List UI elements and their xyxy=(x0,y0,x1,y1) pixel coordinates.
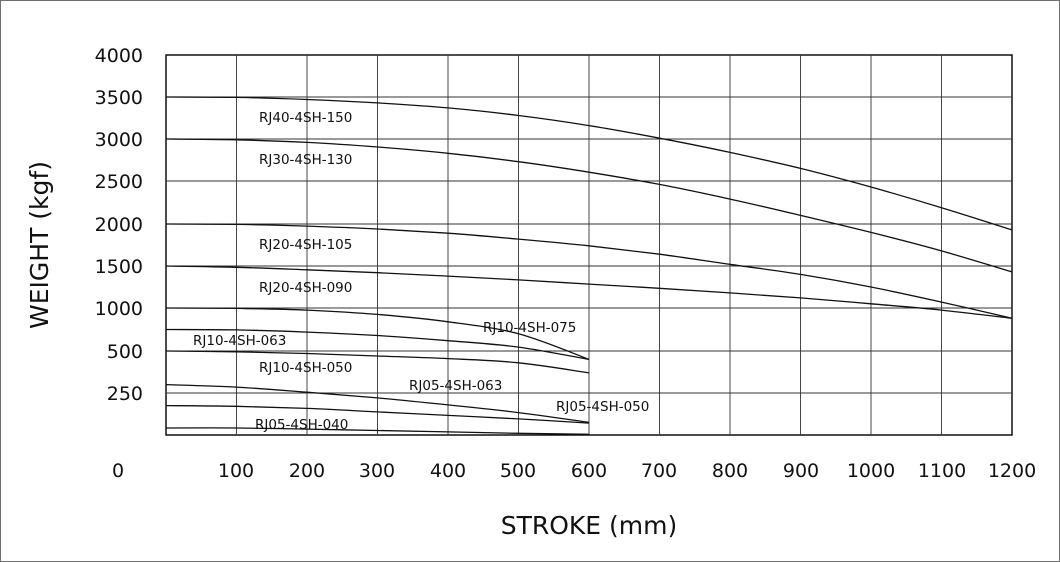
series-label: RJ05-4SH-050 xyxy=(556,399,649,415)
series-line xyxy=(165,427,590,435)
y-tick-label: 250 xyxy=(107,383,143,405)
x-tick-label: 100 xyxy=(218,460,254,482)
x-tick-label: 600 xyxy=(571,460,607,482)
grid-lines xyxy=(166,55,1012,435)
series-line xyxy=(165,328,590,361)
y-axis-title: WEIGHT (kgf) xyxy=(25,161,54,329)
series-label: RJ30-4SH-130 xyxy=(259,152,352,168)
series-label: RJ10-4SH-075 xyxy=(483,320,576,336)
x-tick-label: 1200 xyxy=(988,460,1036,482)
series-line xyxy=(165,350,590,374)
series-label: RJ40-4SH-150 xyxy=(259,110,352,126)
x-axis-title: STROKE (mm) xyxy=(501,511,678,540)
x-tick-label: 500 xyxy=(500,460,536,482)
series-label: RJ20-4SH-105 xyxy=(259,237,352,253)
x-tick-label: 0 xyxy=(112,460,124,482)
x-tick-label: 1000 xyxy=(847,460,895,482)
x-tick-labels: 0 100 200 300 400 500 600 700 800 900 1000 1100 1200 xyxy=(112,460,1036,482)
series-label: RJ05-4SH-063 xyxy=(409,378,502,394)
series-line xyxy=(165,223,1013,319)
x-tick-label: 400 xyxy=(430,460,466,482)
series-line xyxy=(165,404,590,424)
series-label: RJ10-4SH-050 xyxy=(259,360,352,376)
y-tick-label: 500 xyxy=(107,341,143,363)
x-tick-label: 300 xyxy=(359,460,395,482)
y-tick-label: 1000 xyxy=(95,298,143,320)
x-tick-label: 200 xyxy=(289,460,325,482)
x-tick-label: 900 xyxy=(783,460,819,482)
series-line xyxy=(165,96,1013,231)
series-label: RJ10-4SH-063 xyxy=(193,333,286,349)
y-tick-label: 3000 xyxy=(95,129,143,151)
x-tick-label: 700 xyxy=(641,460,677,482)
y-tick-labels: 4000 3500 3000 2500 2000 1500 1000 500 250 xyxy=(95,45,143,405)
y-tick-label: 2000 xyxy=(95,214,143,236)
series-line xyxy=(165,138,1013,273)
x-tick-label: 1100 xyxy=(918,460,966,482)
series-line xyxy=(165,307,590,361)
y-tick-label: 1500 xyxy=(95,256,143,278)
y-tick-label: 4000 xyxy=(95,45,143,67)
series-label: RJ05-4SH-040 xyxy=(255,417,348,433)
series-label: RJ20-4SH-090 xyxy=(259,280,352,296)
series-line xyxy=(165,265,1013,319)
series-line xyxy=(165,383,590,424)
series-labels: RJ40-4SH-150 RJ30-4SH-130 RJ20-4SH-105 RJ20… xyxy=(193,110,649,433)
series-curves xyxy=(165,96,1013,435)
y-tick-label: 3500 xyxy=(95,87,143,109)
x-tick-label: 800 xyxy=(712,460,748,482)
y-tick-label: 2500 xyxy=(95,171,143,193)
